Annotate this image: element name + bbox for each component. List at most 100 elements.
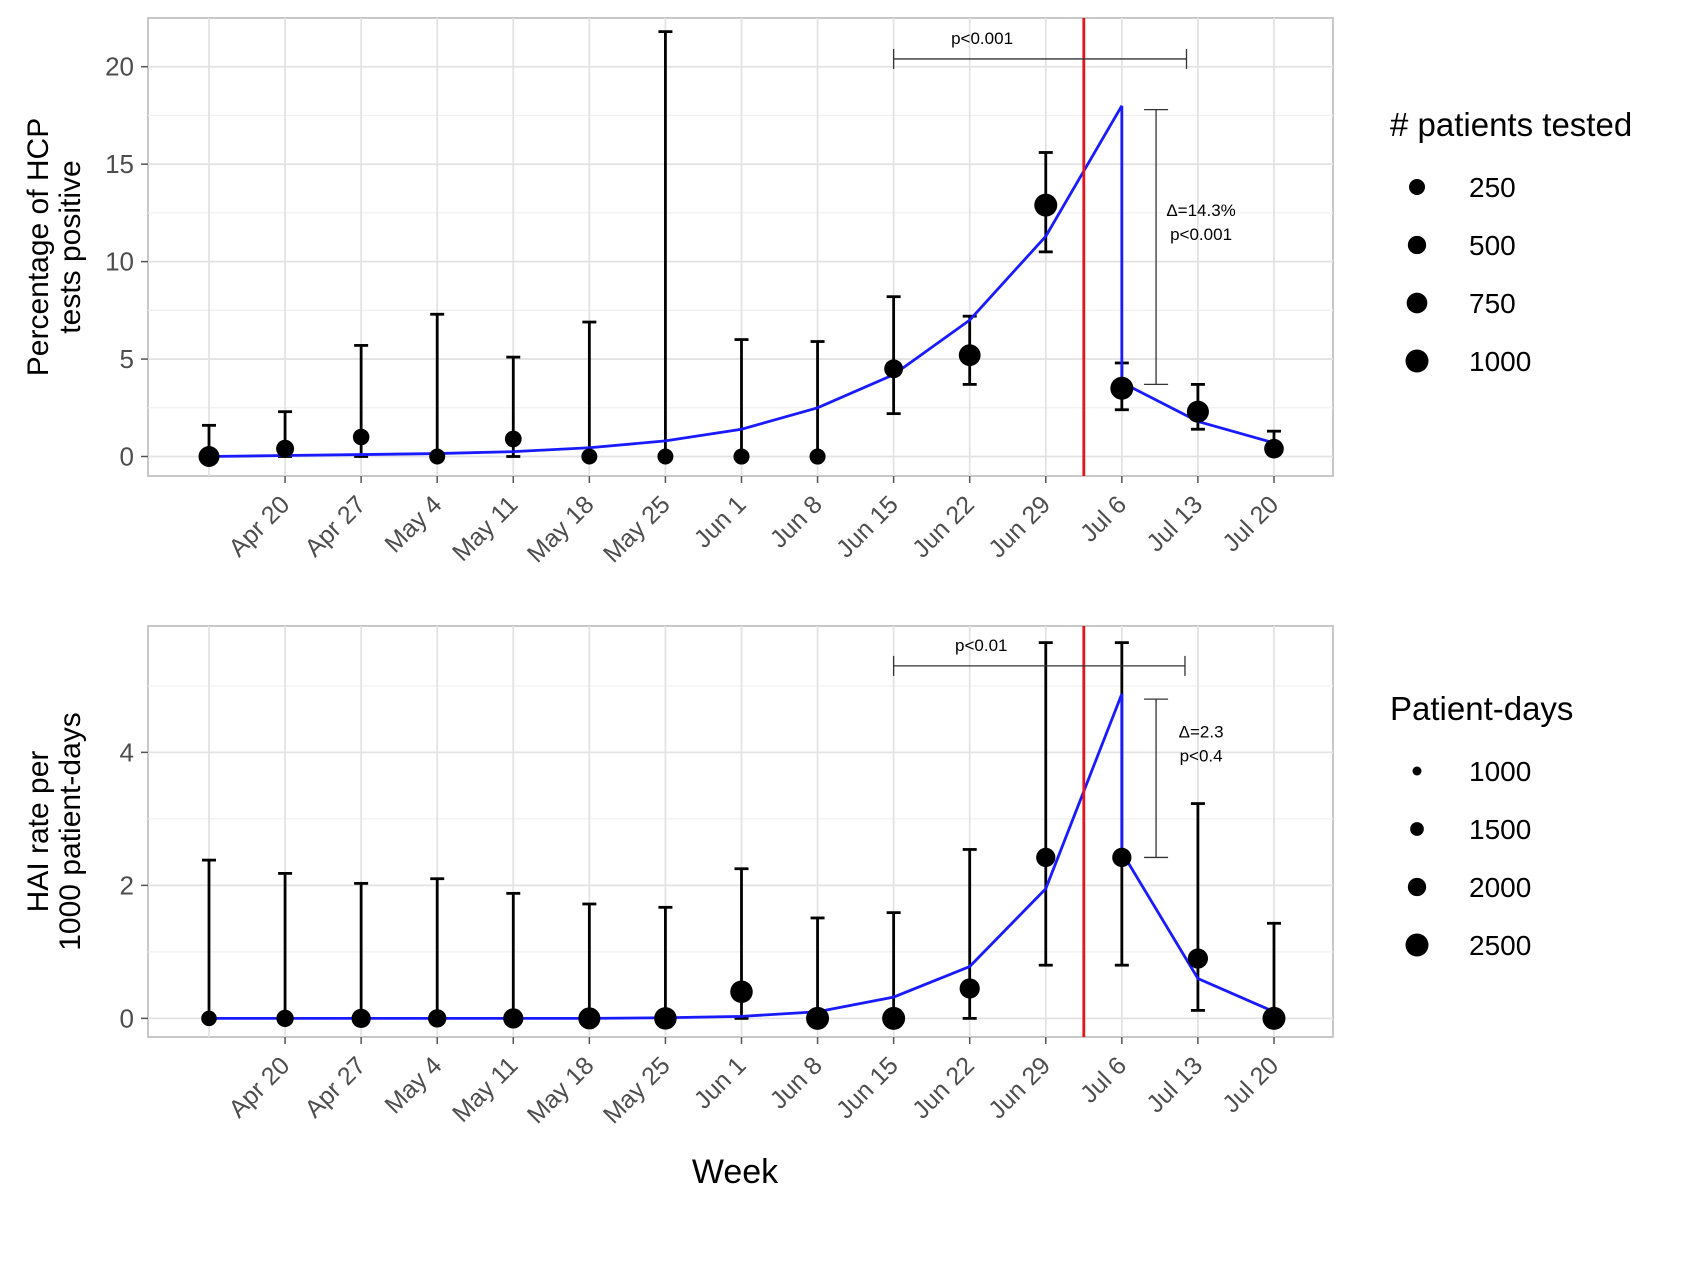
- y-tick-label: 5: [120, 344, 134, 374]
- legend-key: [1406, 292, 1428, 314]
- data-point: [276, 1009, 294, 1028]
- x-tick-label: Jun 29: [983, 1051, 1056, 1124]
- x-tick-label: May 11: [447, 490, 523, 566]
- legend-key: [1409, 179, 1425, 195]
- x-tick-label: Jul 13: [1141, 1051, 1208, 1118]
- x-tick-label: Jun 15: [831, 1051, 904, 1124]
- y-tick-label: 4: [120, 737, 134, 767]
- x-tick-label: May 11: [447, 1051, 523, 1127]
- x-tick-label: Apr 27: [299, 1051, 371, 1123]
- legend-key: [1407, 235, 1427, 255]
- data-point: [504, 430, 522, 448]
- data-point: [657, 448, 674, 465]
- x-tick-label: May 18: [522, 1051, 600, 1129]
- bracket-label: p<0.001: [951, 29, 1013, 48]
- data-point: [1110, 376, 1134, 400]
- x-tick-label: Apr 20: [223, 490, 295, 562]
- y-tick-label: 0: [120, 1003, 134, 1033]
- data-point: [1187, 948, 1209, 969]
- legend-title: # patients tested: [1390, 106, 1632, 143]
- data-point: [1186, 400, 1209, 423]
- legend-label: 500: [1469, 230, 1516, 261]
- x-tick-label: Jun 22: [907, 1051, 980, 1124]
- x-tick-label: Jul 6: [1075, 1051, 1132, 1108]
- legend-key: [1410, 822, 1424, 836]
- y-tick-label: 15: [105, 149, 134, 179]
- x-tick-label: May 25: [598, 1051, 676, 1129]
- x-tick-label: Jun 1: [689, 1051, 752, 1114]
- data-point: [1034, 193, 1058, 217]
- data-point: [806, 1006, 830, 1030]
- fitted-line-segment: [208, 104, 1124, 458]
- data-point: [201, 1010, 217, 1027]
- data-point: [882, 1006, 906, 1030]
- y-tick-label: 10: [105, 247, 134, 277]
- legend-key: [1405, 933, 1429, 957]
- bracket-label: p<0.001: [1170, 225, 1232, 244]
- data-point: [1264, 438, 1284, 459]
- data-point: [959, 978, 980, 999]
- x-tick-label: Jun 22: [907, 490, 980, 563]
- legend-key: [1405, 349, 1429, 373]
- legend-label: 1000: [1469, 346, 1531, 377]
- data-point: [352, 428, 370, 446]
- x-tick-label: May 4: [380, 1051, 448, 1119]
- x-tick-label: Jun 1: [689, 490, 752, 553]
- y-axis-title: tests positive: [54, 160, 87, 333]
- x-tick-label: Jul 6: [1075, 490, 1132, 547]
- y-tick-label: 20: [105, 52, 134, 82]
- legend-label: 1500: [1469, 814, 1531, 845]
- x-tick-label: May 4: [380, 490, 448, 558]
- bracket-label: Δ=2.3: [1179, 722, 1224, 741]
- data-point: [429, 448, 446, 465]
- data-point: [809, 448, 826, 465]
- data-point: [730, 980, 753, 1004]
- data-point: [581, 448, 598, 465]
- y-tick-label: 2: [120, 870, 134, 900]
- x-tick-label: Jul 13: [1141, 490, 1208, 557]
- x-axis-title: Week: [692, 1153, 779, 1191]
- x-tick-label: Jul 20: [1217, 1051, 1284, 1118]
- legend-label: 750: [1469, 288, 1516, 319]
- data-point: [351, 1008, 371, 1029]
- x-tick-label: Jun 8: [765, 490, 828, 553]
- legend-key: [1412, 766, 1422, 776]
- data-point: [198, 446, 220, 467]
- legend-label: 250: [1469, 172, 1516, 203]
- x-tick-label: Jun 15: [831, 490, 904, 563]
- x-tick-label: Jun 8: [765, 1051, 828, 1114]
- legend-label: 2500: [1469, 930, 1531, 961]
- x-tick-label: Apr 20: [223, 1051, 295, 1123]
- bracket-label: p<0.4: [1180, 746, 1223, 765]
- x-tick-label: Jun 29: [983, 490, 1056, 563]
- x-tick-label: May 18: [522, 490, 600, 568]
- y-tick-label: 0: [120, 442, 134, 472]
- data-point: [884, 359, 904, 379]
- data-point: [503, 1008, 524, 1029]
- data-point: [733, 448, 750, 465]
- bracket-label: p<0.01: [955, 636, 1007, 655]
- y-axis-title: Percentage of HCP: [22, 118, 55, 376]
- y-axis-title: 1000 patient-days: [54, 712, 87, 951]
- data-point: [1262, 1006, 1286, 1030]
- data-point: [428, 1009, 447, 1028]
- data-point: [276, 439, 295, 458]
- bracket-label: Δ=14.3%: [1166, 201, 1236, 220]
- data-point: [958, 344, 981, 367]
- y-axis-title: HAI rate per: [22, 751, 55, 913]
- x-tick-label: Apr 27: [299, 490, 371, 562]
- legend-label: 1000: [1469, 756, 1531, 787]
- fitted-line-segment: [1120, 851, 1275, 1014]
- data-point: [578, 1007, 601, 1030]
- legend-key: [1407, 877, 1427, 897]
- x-tick-label: Jul 20: [1217, 490, 1284, 557]
- legend-label: 2000: [1469, 872, 1531, 903]
- data-point: [1036, 847, 1056, 868]
- legend-title: Patient-days: [1390, 690, 1573, 727]
- x-tick-label: May 25: [598, 490, 676, 568]
- data-point: [1112, 847, 1132, 868]
- data-point: [654, 1007, 677, 1030]
